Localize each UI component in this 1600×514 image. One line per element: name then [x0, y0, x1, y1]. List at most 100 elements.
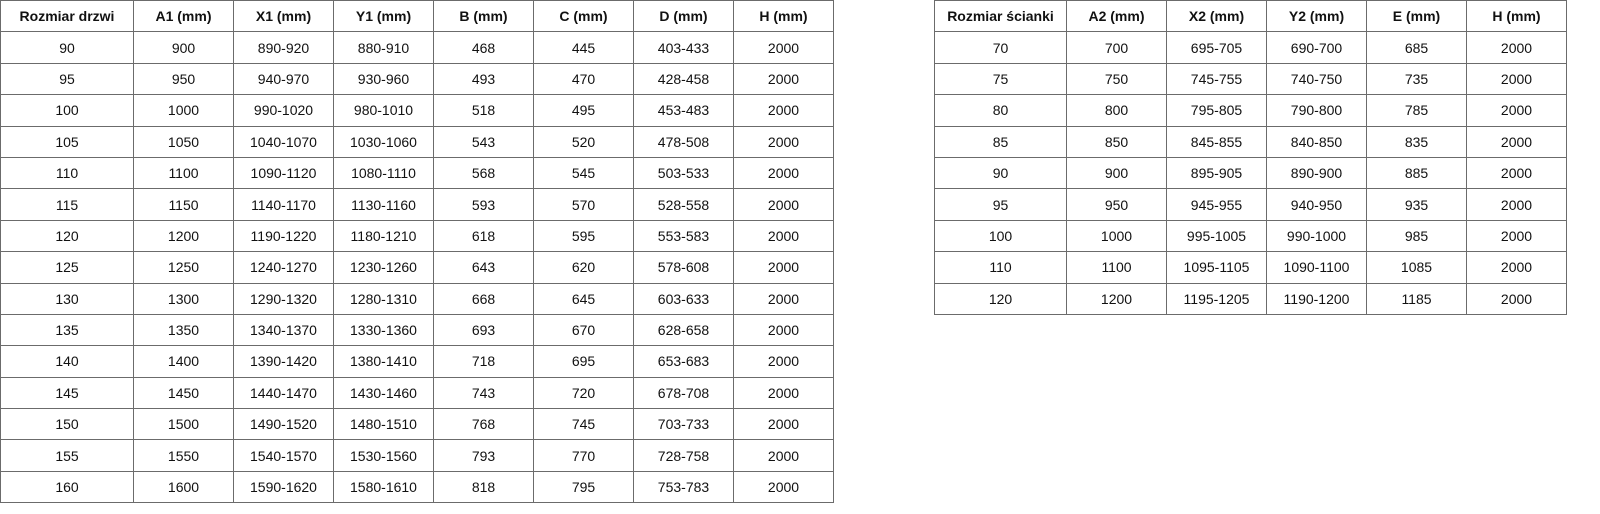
table-cell: 70 — [934, 31, 1067, 64]
table-cell: 495 — [533, 94, 634, 127]
table-cell: 2000 — [1466, 125, 1567, 158]
table-cell: 940-950 — [1266, 188, 1367, 221]
table-cell: 80 — [934, 94, 1067, 127]
table-cell: 1290-1320 — [233, 282, 334, 315]
table-cell: 1390-1420 — [233, 345, 334, 378]
table-row: 95 950 945-955 940-950 935 2000 — [934, 188, 1567, 221]
table-cell: 1490-1520 — [233, 408, 334, 441]
table-row: 160 1600 1590-1620 1580-1610 818 795 753-783 20… — [0, 470, 834, 504]
table-cell: 793 — [433, 439, 534, 472]
table-cell: 2000 — [733, 470, 834, 504]
table-cell: 2000 — [733, 282, 834, 315]
table-cell: 930-960 — [333, 62, 434, 96]
table-cell: 885 — [1366, 156, 1467, 190]
table-cell: 2000 — [733, 408, 834, 441]
column-header: D (mm) — [633, 0, 734, 33]
table-cell: 850 — [1066, 125, 1167, 158]
table-cell: 750 — [1066, 62, 1167, 96]
table-cell: 90 — [0, 31, 134, 64]
table-cell: 990-1000 — [1266, 219, 1367, 253]
table-cell: 1190-1200 — [1266, 282, 1367, 315]
table-cell: 1040-1070 — [233, 125, 334, 158]
table-row: 95 950 940-970 930-960 493 470 428-458 2000 — [0, 62, 834, 96]
table-cell: 528-558 — [633, 188, 734, 221]
table-cell: 1200 — [1066, 282, 1167, 315]
table-cell: 1185 — [1366, 282, 1467, 315]
table-cell: 2000 — [733, 376, 834, 410]
table-cell: 115 — [0, 188, 134, 221]
table-cell: 880-910 — [333, 31, 434, 64]
table-cell: 578-608 — [633, 251, 734, 284]
table-cell: 520 — [533, 125, 634, 158]
table-cell: 1330-1360 — [333, 313, 434, 347]
table-cell: 1100 — [1066, 251, 1167, 284]
table-cell: 690-700 — [1266, 31, 1367, 64]
table-cell: 620 — [533, 251, 634, 284]
table-cell: 2000 — [733, 251, 834, 284]
table-cell: 2000 — [733, 62, 834, 96]
table-cell: 1580-1610 — [333, 470, 434, 504]
table-cell: 790-800 — [1266, 94, 1367, 127]
table-cell: 2000 — [1466, 62, 1567, 96]
table-cell: 1500 — [133, 408, 234, 441]
table-row: 90 900 895-905 890-900 885 2000 — [934, 156, 1567, 190]
column-header: X2 (mm) — [1166, 0, 1267, 33]
table-cell: 835 — [1366, 125, 1467, 158]
table-row: 120 1200 1195-1205 1190-1200 1185 2000 — [934, 282, 1567, 315]
table-cell: 160 — [0, 470, 134, 504]
table-cell: 1300 — [133, 282, 234, 315]
column-header: Rozmiar drzwi — [0, 0, 134, 33]
table-cell: 1090-1120 — [233, 156, 334, 190]
table-cell: 2000 — [733, 313, 834, 347]
table-cell: 95 — [0, 62, 134, 96]
table-cell: 653-683 — [633, 345, 734, 378]
column-header: H (mm) — [733, 0, 834, 33]
table-cell: 1090-1100 — [1266, 251, 1367, 284]
column-header: Y2 (mm) — [1266, 0, 1367, 33]
table-cell: 1350 — [133, 313, 234, 347]
table-cell: 1100 — [133, 156, 234, 190]
table-cell: 1080-1110 — [333, 156, 434, 190]
table-cell: 2000 — [1466, 251, 1567, 284]
table-cell: 1000 — [133, 94, 234, 127]
table-row: 90 900 890-920 880-910 468 445 403-433 2000 — [0, 31, 834, 64]
table-cell: 1050 — [133, 125, 234, 158]
table-cell: 1440-1470 — [233, 376, 334, 410]
table-cell: 1480-1510 — [333, 408, 434, 441]
table-cell: 753-783 — [633, 470, 734, 504]
table-cell: 100 — [0, 94, 134, 127]
column-header: H (mm) — [1466, 0, 1567, 33]
table-cell: 2000 — [733, 188, 834, 221]
table-cell: 818 — [433, 470, 534, 504]
table-row: 70 700 695-705 690-700 685 2000 — [934, 31, 1567, 64]
table-cell: 1130-1160 — [333, 188, 434, 221]
table-cell: 2000 — [733, 219, 834, 253]
table-cell: 743 — [433, 376, 534, 410]
table-cell: 643 — [433, 251, 534, 284]
table-cell: 1430-1460 — [333, 376, 434, 410]
table-cell: 145 — [0, 376, 134, 410]
table-cell: 735 — [1366, 62, 1467, 96]
table-cell: 2000 — [733, 156, 834, 190]
table-row: 110 1100 1090-1120 1080-1110 568 545 503-533 20… — [0, 156, 834, 190]
column-header: X1 (mm) — [233, 0, 334, 33]
table-row: 100 1000 995-1005 990-1000 985 2000 — [934, 219, 1567, 253]
table-cell: 595 — [533, 219, 634, 253]
header-row: Rozmiar ścianki A2 (mm) X2 (mm) Y2 (mm) E (m… — [934, 0, 1567, 33]
table-cell: 740-750 — [1266, 62, 1367, 96]
table-cell: 2000 — [1466, 156, 1567, 190]
table-cell: 800 — [1066, 94, 1167, 127]
table-cell: 985 — [1366, 219, 1467, 253]
table-cell: 120 — [0, 219, 134, 253]
table-cell: 845-855 — [1166, 125, 1267, 158]
table-cell: 518 — [433, 94, 534, 127]
table-row: 130 1300 1290-1320 1280-1310 668 645 603-633 20… — [0, 282, 834, 315]
table-row: 135 1350 1340-1370 1330-1360 693 670 628-658 20… — [0, 313, 834, 347]
table-cell: 553-583 — [633, 219, 734, 253]
table-cell: 1340-1370 — [233, 313, 334, 347]
table-cell: 570 — [533, 188, 634, 221]
table-cell: 1400 — [133, 345, 234, 378]
table-cell: 403-433 — [633, 31, 734, 64]
table-cell: 685 — [1366, 31, 1467, 64]
table-cell: 603-633 — [633, 282, 734, 315]
